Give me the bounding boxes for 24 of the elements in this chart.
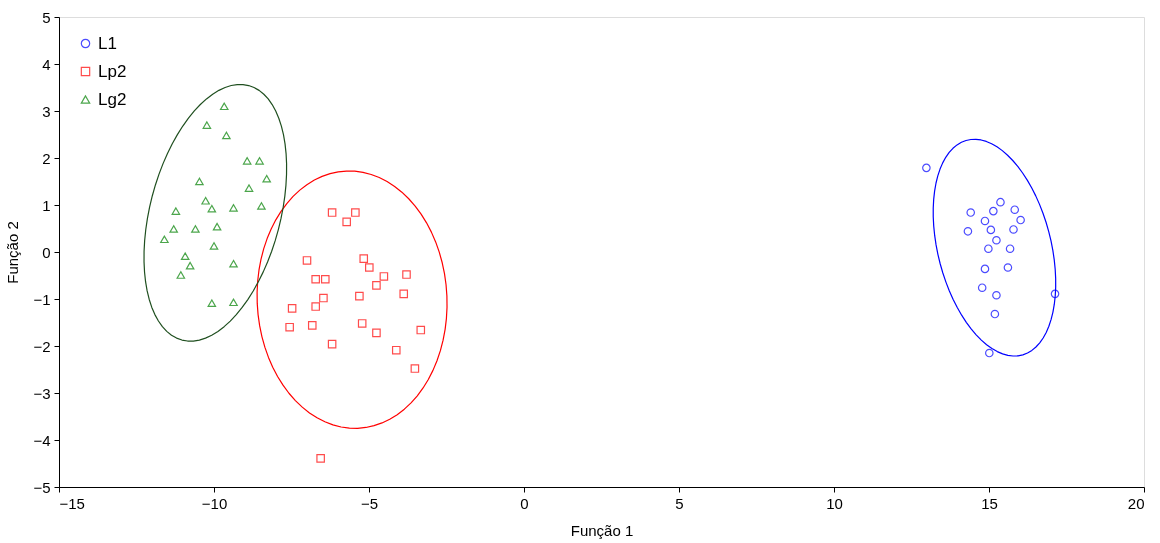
y-tick-label: 4: [42, 55, 51, 73]
y-tick-label: 2: [42, 149, 51, 167]
y-tick-label: 0: [42, 243, 51, 261]
y-tick-label: −1: [33, 290, 51, 308]
x-axis-title: Função 1: [570, 521, 634, 539]
y-tick-label: −4: [33, 431, 51, 449]
y-tick-label: 1: [42, 196, 51, 214]
legend-label: Lp2: [98, 61, 127, 81]
y-tick-label: −2: [33, 337, 51, 355]
y-tick-label: −3: [33, 384, 51, 402]
x-tick-label: 20: [1127, 494, 1145, 512]
x-tick-label: 5: [675, 494, 684, 512]
x-tick-label: 0: [520, 494, 529, 512]
x-tick-label: 15: [981, 494, 998, 512]
x-tick-label: −15: [59, 494, 85, 512]
y-tick-label: 3: [42, 102, 51, 120]
legend-label: L1: [98, 33, 117, 53]
legend-label: Lg2: [98, 89, 127, 109]
x-tick-label: −5: [360, 494, 379, 512]
y-tick-label: −5: [33, 478, 51, 496]
y-tick-label: 5: [42, 8, 51, 26]
y-axis-title: Função 2: [4, 221, 22, 284]
x-tick-label: 10: [826, 494, 843, 512]
x-tick-label: −10: [201, 494, 228, 512]
